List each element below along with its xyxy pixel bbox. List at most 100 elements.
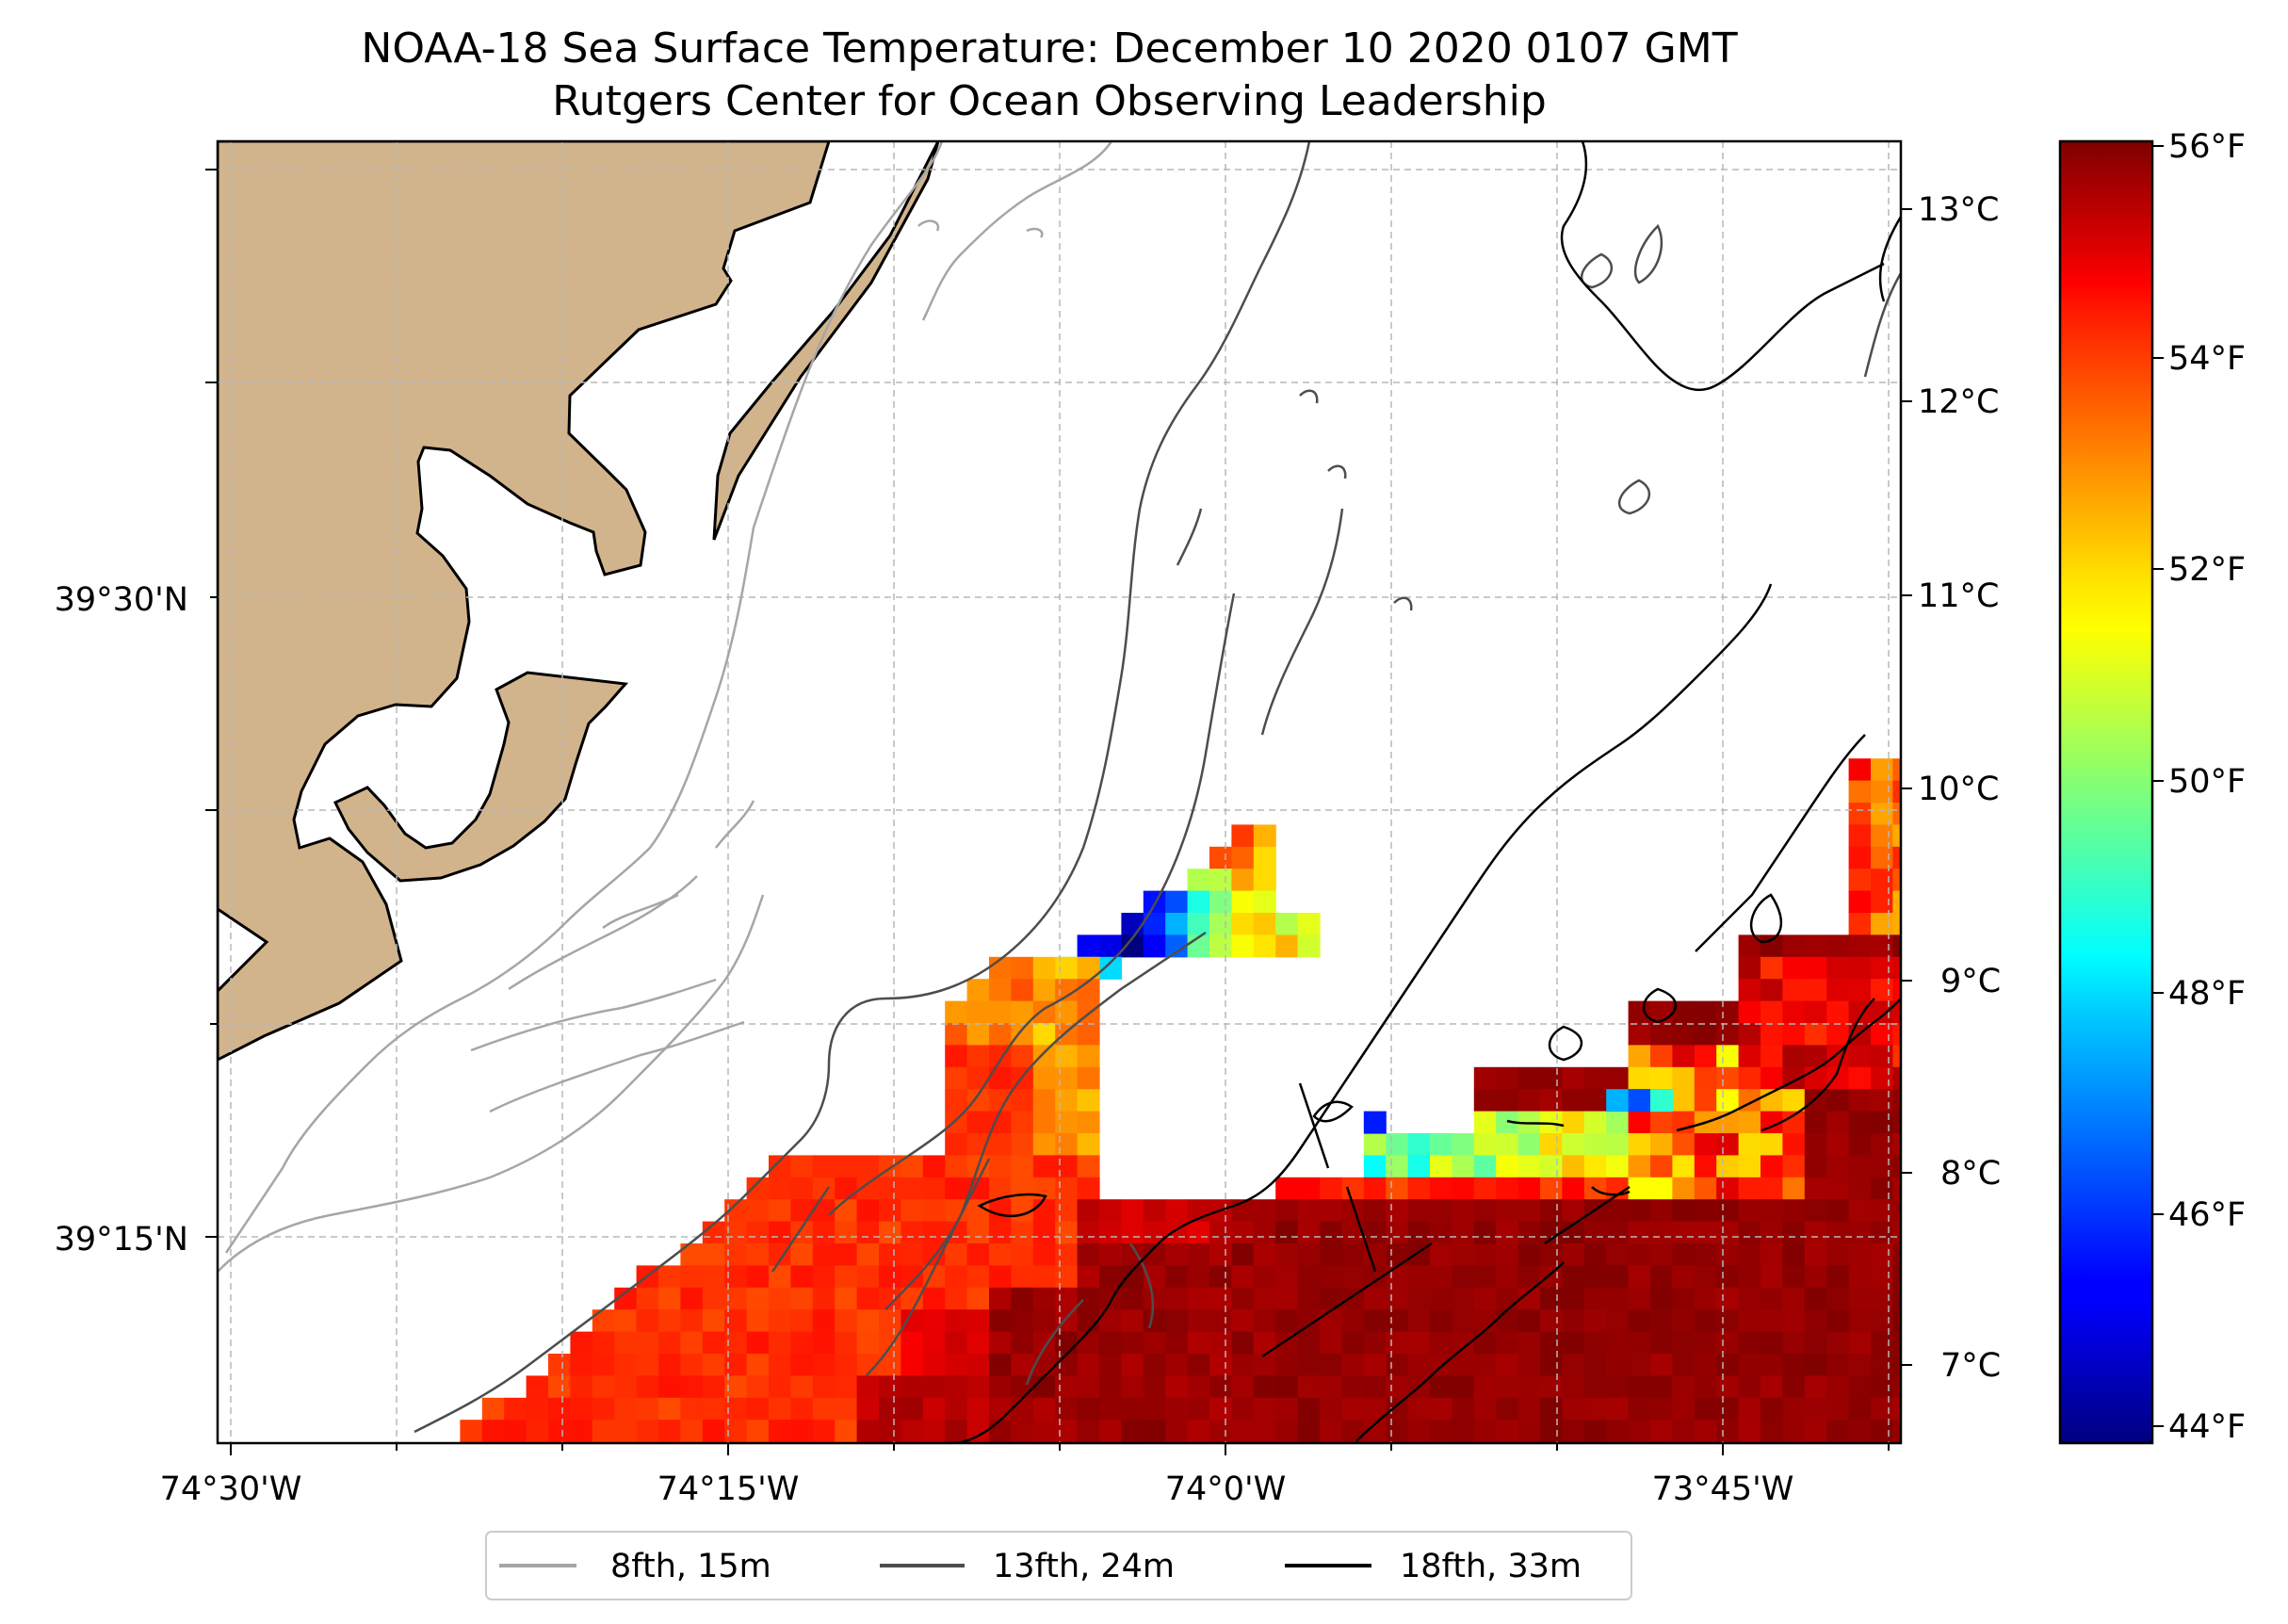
sst-pixel bbox=[1650, 1155, 1673, 1178]
sst-pixel bbox=[1077, 1354, 1100, 1376]
sst-pixel bbox=[1452, 1265, 1475, 1289]
sst-pixel bbox=[636, 1397, 659, 1421]
sst-pixel bbox=[1672, 1309, 1696, 1333]
sst-pixel bbox=[658, 1287, 681, 1310]
sst-pixel bbox=[1738, 1420, 1761, 1443]
sst-pixel bbox=[1583, 1265, 1607, 1289]
sst-pixel bbox=[1055, 956, 1079, 980]
sst-pixel bbox=[1761, 1045, 1783, 1068]
sst-pixel bbox=[1672, 1066, 1696, 1090]
sst-pixel bbox=[1848, 1199, 1872, 1223]
sst-pixel bbox=[1782, 1221, 1806, 1244]
sst-pixel bbox=[1209, 869, 1232, 892]
sst-pixel bbox=[1320, 1243, 1342, 1266]
sst-pixel bbox=[1871, 1331, 1893, 1355]
sst-pixel bbox=[945, 1045, 968, 1068]
sst-pixel bbox=[1540, 1331, 1563, 1355]
sst-pixel bbox=[1583, 1243, 1607, 1266]
sst-pixel bbox=[945, 1089, 968, 1112]
sst-pixel bbox=[1650, 1309, 1673, 1333]
sst-pixel bbox=[1011, 1089, 1034, 1112]
sst-pixel bbox=[1606, 1089, 1630, 1112]
sst-pixel bbox=[790, 1420, 814, 1443]
sst-pixel bbox=[1496, 1354, 1519, 1376]
sst-pixel bbox=[1562, 1111, 1585, 1134]
sst-pixel bbox=[1165, 1375, 1189, 1399]
sst-pixel bbox=[460, 1420, 483, 1443]
sst-pixel bbox=[1121, 913, 1144, 935]
sst-pixel bbox=[1804, 979, 1827, 1002]
celsius-tick-label: 13°C bbox=[1918, 191, 1999, 229]
sst-pixel bbox=[1672, 1354, 1696, 1376]
sst-pixel bbox=[945, 1000, 968, 1024]
sst-pixel bbox=[1672, 1199, 1696, 1223]
sst-pixel bbox=[790, 1397, 814, 1421]
sst-pixel bbox=[1562, 1331, 1585, 1355]
sst-pixel bbox=[1011, 979, 1034, 1002]
sst-pixel bbox=[1848, 1177, 1872, 1200]
sst-pixel bbox=[1871, 1309, 1893, 1333]
sst-pixel bbox=[835, 1354, 858, 1376]
sst-pixel bbox=[1011, 1354, 1034, 1376]
sst-pixel bbox=[1583, 1331, 1607, 1355]
sst-pixel bbox=[1032, 1066, 1056, 1090]
sst-pixel bbox=[1297, 1243, 1321, 1266]
sst-pixel bbox=[835, 1221, 858, 1244]
sst-pixel bbox=[1804, 934, 1827, 958]
sst-pixel bbox=[1892, 979, 1901, 1002]
sst-pixel bbox=[1826, 1354, 1850, 1376]
sst-pixel bbox=[769, 1354, 791, 1376]
sst-pixel bbox=[1099, 1199, 1122, 1223]
sst-pixel bbox=[1473, 1265, 1497, 1289]
sst-pixel bbox=[746, 1331, 770, 1355]
sst-pixel bbox=[1804, 1375, 1827, 1399]
sst-pixel bbox=[1694, 1354, 1717, 1376]
sst-pixel bbox=[1782, 1199, 1806, 1223]
sst-pixel bbox=[989, 1397, 1012, 1421]
sst-pixel bbox=[1341, 1309, 1365, 1333]
sst-pixel bbox=[812, 1309, 836, 1333]
sst-pixel bbox=[1804, 1221, 1827, 1244]
sst-pixel bbox=[1804, 1089, 1827, 1112]
sst-pixel bbox=[1386, 1375, 1409, 1399]
sst-pixel bbox=[636, 1420, 659, 1443]
sst-pixel bbox=[1231, 1309, 1255, 1333]
sst-pixel bbox=[1804, 1111, 1827, 1134]
sst-pixel bbox=[1473, 1111, 1497, 1134]
sst-pixel bbox=[945, 1023, 968, 1046]
sst-pixel bbox=[636, 1309, 659, 1333]
sst-pixel bbox=[1077, 1375, 1100, 1399]
sst-pixel bbox=[1716, 1397, 1740, 1421]
sst-pixel bbox=[1386, 1133, 1409, 1156]
sst-pixel bbox=[989, 1331, 1012, 1355]
sst-pixel bbox=[1694, 1023, 1717, 1046]
sst-pixel bbox=[1363, 1287, 1387, 1310]
sst-pixel bbox=[1077, 1045, 1100, 1068]
sst-pixel bbox=[879, 1397, 901, 1421]
sst-pixel bbox=[1628, 1023, 1651, 1046]
sst-pixel bbox=[1628, 1000, 1651, 1024]
sst-pixel bbox=[1540, 1420, 1563, 1443]
sst-pixel bbox=[614, 1354, 638, 1376]
sst-pixel bbox=[1892, 934, 1901, 958]
sst-pixel bbox=[1407, 1287, 1431, 1310]
sst-pixel bbox=[989, 1375, 1012, 1399]
sst-pixel bbox=[1121, 1331, 1144, 1355]
sst-pixel bbox=[1672, 1243, 1696, 1266]
sst-pixel bbox=[1275, 934, 1299, 958]
sst-pixel bbox=[1848, 1375, 1872, 1399]
sst-pixel bbox=[812, 1375, 836, 1399]
sst-pixel bbox=[856, 1265, 880, 1289]
sst-pixel bbox=[1871, 758, 1893, 782]
sst-pixel bbox=[1871, 1155, 1893, 1178]
sst-pixel bbox=[1253, 1221, 1276, 1244]
sst-pixel bbox=[1407, 1265, 1431, 1289]
sst-pixel bbox=[1297, 934, 1321, 958]
sst-pixel bbox=[1871, 1397, 1893, 1421]
sst-pixel bbox=[1826, 979, 1850, 1002]
sst-pixel bbox=[1430, 1221, 1452, 1244]
sst-pixel bbox=[1407, 1199, 1431, 1223]
sst-pixel bbox=[702, 1331, 725, 1355]
lon-tick-label: 74°30'W bbox=[160, 1470, 302, 1508]
sst-pixel bbox=[1892, 1420, 1901, 1443]
